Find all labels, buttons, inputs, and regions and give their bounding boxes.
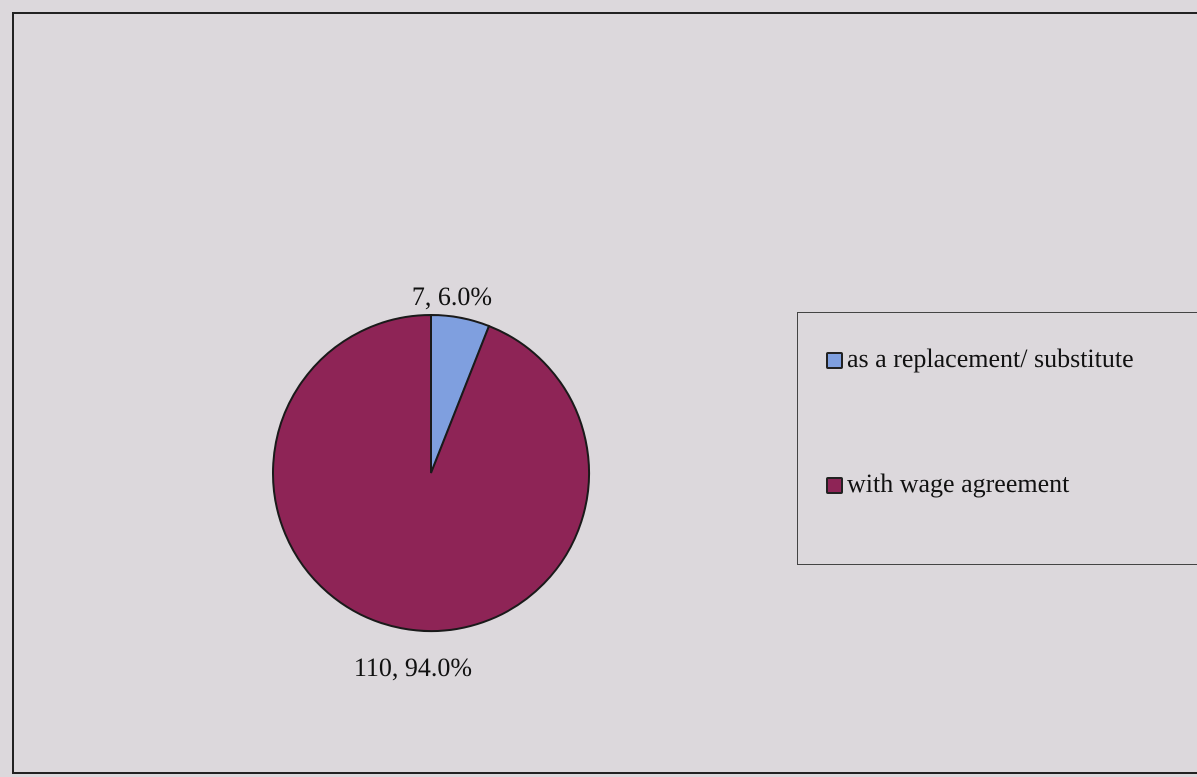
data-label-wage-agreement: 110, 94.0% <box>354 653 472 682</box>
pie-slice-wage-agreement <box>272 313 590 632</box>
data-label-replacement: 7, 6.0% <box>412 282 492 311</box>
legend-item-wage-agreement: with wage agreement <box>826 468 1157 500</box>
legend: as a replacement/ substitute with wage a… <box>797 312 1197 565</box>
legend-swatch-wage-agreement <box>826 477 843 494</box>
legend-item-replacement: as a replacement/ substitute <box>826 343 1157 375</box>
legend-label-wage-agreement: with wage agreement <box>847 469 1070 498</box>
legend-swatch-replacement <box>826 352 843 369</box>
legend-label-replacement: as a replacement/ substitute <box>847 344 1134 373</box>
